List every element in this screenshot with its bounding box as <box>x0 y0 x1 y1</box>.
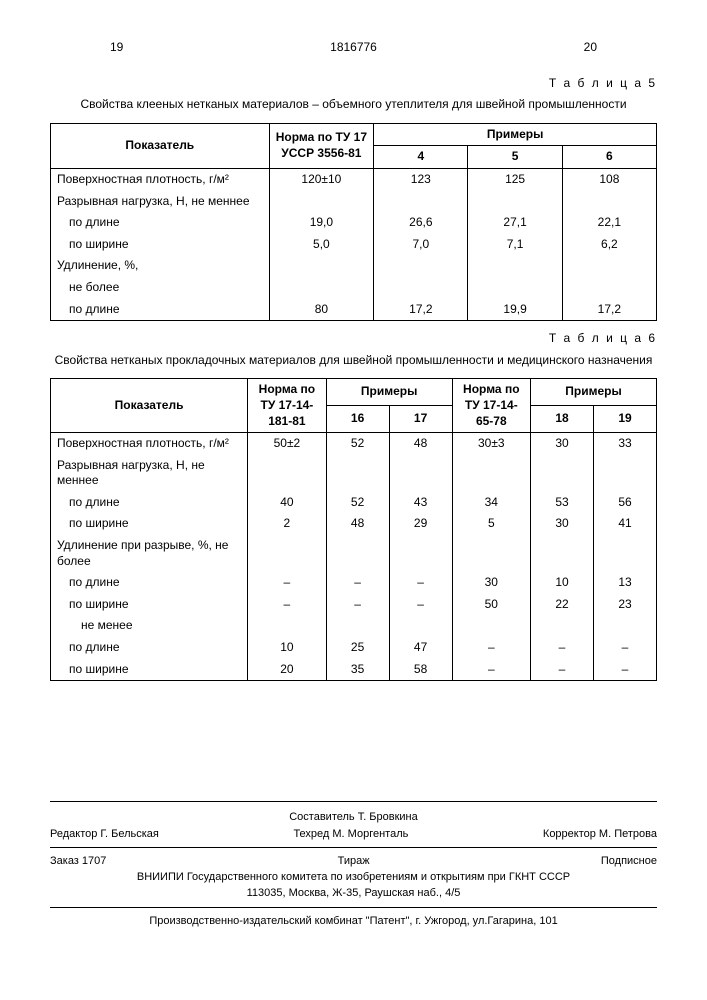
table5: ПоказательНорма по ТУ 17 УССР 3556-81При… <box>50 123 657 321</box>
table-row: по ширине–––502223 <box>51 594 657 616</box>
table-row: по длине–––301013 <box>51 572 657 594</box>
table-row: по ширине2482953041 <box>51 513 657 535</box>
org: ВНИИПИ Государственного комитета по изоб… <box>50 870 657 884</box>
table-row: по ширине203558––– <box>51 659 657 681</box>
table-row: по длине102547––– <box>51 637 657 659</box>
techred: Техред М. Моргенталь <box>293 827 408 841</box>
composer: Составитель Т. Бровкина <box>50 810 657 824</box>
table-row: Удлинение при разрыве, %, не более <box>51 535 657 572</box>
table5-label: Т а б л и ц а 5 <box>50 76 657 92</box>
table-row: Удлинение, %, <box>51 255 657 277</box>
table-row: по длине405243345356 <box>51 492 657 514</box>
table-row: Разрывная нагрузка, Н, не меннее <box>51 455 657 492</box>
table-row: Поверхностная плотность, г/м²50±2524830±… <box>51 433 657 455</box>
doc-number: 1816776 <box>330 40 377 56</box>
table-row: Поверхностная плотность, г/м²120±1012312… <box>51 168 657 190</box>
tirazh: Тираж <box>338 854 370 868</box>
table-row: Разрывная нагрузка, Н, не меннее <box>51 191 657 213</box>
corrector: Корректор М. Петрова <box>543 827 657 841</box>
table-row: по длине19,026,627,122,1 <box>51 212 657 234</box>
page-num-left: 19 <box>110 40 123 56</box>
table-row: по ширине5,07,07,16,2 <box>51 234 657 256</box>
subscr: Подписное <box>601 854 657 868</box>
table6: ПоказательНорма по ТУ 17-14-181-81Пример… <box>50 378 657 681</box>
table5-caption: Свойства клееных нетканых материалов – о… <box>50 97 657 113</box>
table-row: по длине8017,219,917,2 <box>51 299 657 321</box>
editor: Редактор Г. Бельская <box>50 827 159 841</box>
table-row: не более <box>51 277 657 299</box>
table-row: не менее <box>51 615 657 637</box>
order: Заказ 1707 <box>50 854 106 868</box>
page-num-right: 20 <box>584 40 597 56</box>
table6-label: Т а б л и ц а 6 <box>50 331 657 347</box>
table6-caption: Свойства нетканых прокладочных материало… <box>50 353 657 369</box>
addr: 113035, Москва, Ж-35, Раушская наб., 4/5 <box>50 886 657 900</box>
prod: Производственно-издательский комбинат "П… <box>50 914 657 928</box>
footer: Составитель Т. Бровкина Редактор Г. Бель… <box>50 801 657 928</box>
page-header: 19 1816776 20 <box>50 40 657 56</box>
